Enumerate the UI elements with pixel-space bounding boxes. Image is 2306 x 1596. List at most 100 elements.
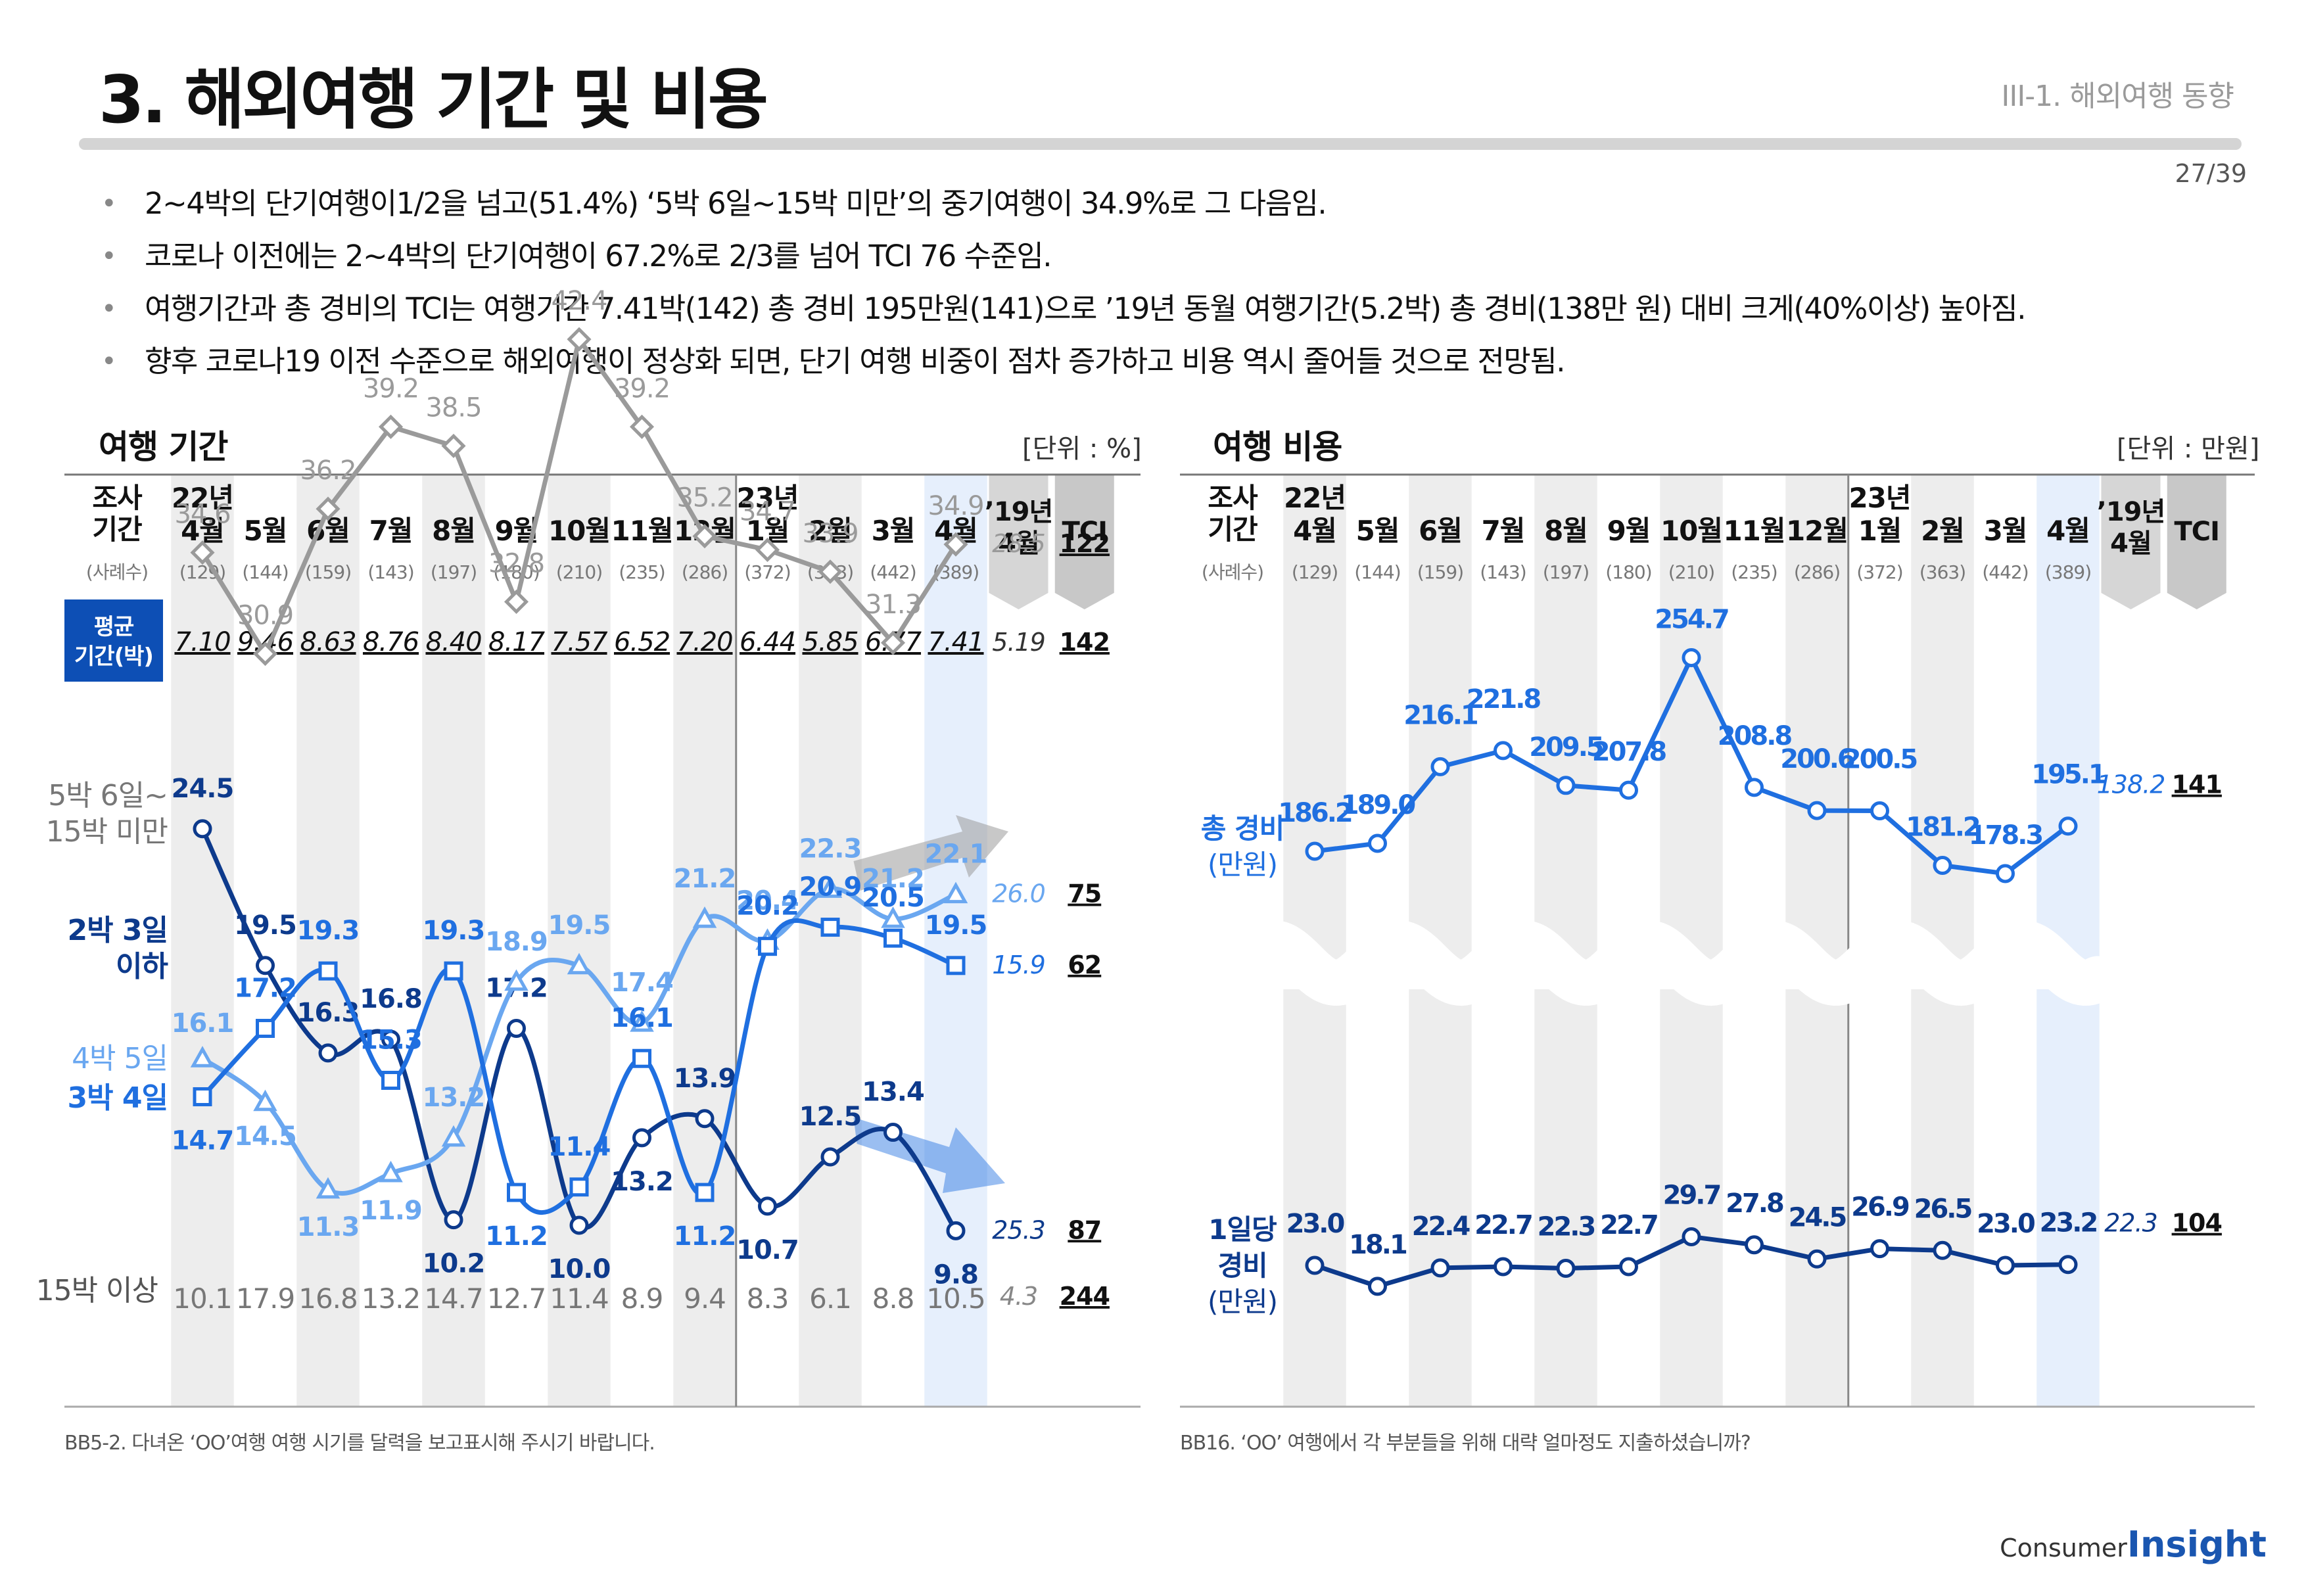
data-label: 16.1 [611,1003,673,1033]
data-label: 22.7 [1474,1210,1532,1240]
series-marker [1305,1256,1325,1275]
series-marker [507,1183,526,1202]
series-marker [378,414,404,439]
data-label: 24.5 [1789,1202,1847,1232]
data-label: 34.9 [928,491,983,521]
series-marker [632,1128,651,1148]
data-label: 27.8 [1726,1188,1783,1219]
data-label: 200.5 [1843,745,1918,775]
data-label: 14.5 [234,1121,296,1152]
sample-size-value: (143) [367,561,413,583]
series-marker [193,1087,212,1106]
data-label: 12.5 [799,1102,862,1132]
series-marker [1619,1257,1638,1277]
sample-size-value: (210) [556,561,602,583]
cost-panel-title: 여행 비용 [1213,428,1342,466]
series-marker [316,1177,341,1199]
trend-arrow-up [853,815,1008,891]
sample-size-value: (159) [305,561,351,583]
avg-duration-label: 평균 [94,614,134,640]
sample-size-value: (180) [1605,561,1651,583]
series-marker [630,1010,654,1032]
data-label: 23.2 [2040,1208,2097,1238]
data-label: 18.9 [485,927,548,957]
long-stay-label: 15박 이상 [36,1274,158,1307]
data-label: 32.8 [488,549,544,579]
series-marker [318,961,338,981]
series-marker [444,961,463,981]
bullet-item: 2~4박의 단기여행이1/2을 넘고(51.4%) ‘5박 6일~15박 미만’… [99,177,2025,230]
long-stay-value: 12.7 [487,1282,546,1315]
month-tick-label: 1월 [1858,515,1902,547]
sample-size-label: (사례수) [86,561,148,583]
data-label: 34.7 [740,496,795,527]
avg-duration-value: 8.40 [425,627,481,657]
series-marker [2058,1255,2078,1275]
bullet-item: 코로나 이전에는 2~4박의 단기여행이 67.2%로 2/3를 넘어 TCI … [99,230,2025,283]
data-label: 38.5 [425,392,481,423]
data-label: 21.2 [674,864,736,894]
series-marker [943,881,968,904]
data-label: 178.3 [1969,820,2042,851]
title-divider [79,138,2242,150]
series-marker [1996,1256,2015,1275]
data-label: 208.8 [1718,721,1792,751]
series-name-label: 이하 [116,950,168,983]
ref-header-label: ’19년 [985,497,1053,527]
data-label: 23.0 [1286,1209,1344,1239]
avg-duration-value: 5.85 [802,627,858,657]
series-marker [381,1029,400,1049]
long-stay-ref: 4.3 [1000,1282,1037,1311]
long-stay-value: 11.4 [550,1282,609,1315]
footnote-duration: BB5-2. 다녀온 ‘OO’여행 여행 시기를 달력을 보고표시해 주시기 바… [64,1432,655,1455]
data-label: 17.2 [234,973,296,1003]
duration-unit-label: [단위 : %] [1022,434,1142,464]
series-marker [2058,816,2078,836]
series-marker [1682,1227,1701,1246]
data-label: 36.2 [300,456,356,486]
sample-size-value: (235) [1731,561,1777,583]
data-label: 24.5 [172,774,234,804]
data-label: 209.5 [1529,732,1603,763]
ref-column-header [989,475,1048,609]
month-tick-label: 3월 [872,515,915,547]
duration-panel-title: 여행 기간 [99,428,228,466]
series-marker [256,1018,275,1038]
series-name-label: 경비 [1217,1250,1267,1282]
month-column-shade [171,475,234,1407]
data-label: 10.0 [548,1254,611,1284]
data-label: 31.3 [865,590,921,620]
sample-size-value: (286) [682,561,728,583]
month-column-shade [422,475,485,1407]
sample-size-value: (210) [1668,561,1714,583]
data-label: 22.3 [1538,1212,1595,1242]
avg-duration-tci: 142 [1060,628,1110,657]
series-marker [381,1071,400,1091]
axis-break-wave [1157,920,2121,1006]
footnote-cost: BB16. ‘OO’ 여행에서 각 부분들을 위해 대략 얼마정도 지출하셨습니… [1180,1432,1751,1455]
data-label: 19.3 [297,916,360,946]
data-label: 33.9 [802,519,858,549]
year-label: 22년 [172,482,233,514]
data-label: 30.9 [237,601,293,631]
series-marker [695,1109,715,1129]
series-marker [1996,864,2015,883]
series-name-label: 4박 5일 [72,1042,168,1075]
month-tick-label: 4월 [1293,515,1336,547]
series-marker [1870,1239,1889,1259]
series-marker [1556,1259,1576,1279]
data-label: 20.9 [799,872,862,903]
page-title: 3. 해외여행 기간 및 비용 [99,61,768,138]
series-marker [758,937,777,956]
series-marker [567,952,592,975]
data-label: 22.7 [1600,1210,1657,1240]
data-label: 17.4 [611,968,673,998]
series-marker [569,1177,589,1197]
data-label: 189.0 [1341,790,1415,820]
ref-column-header [2101,475,2161,609]
sample-size-value: (363) [1919,561,1965,583]
series-marker [1745,1235,1764,1255]
sample-size-value: (197) [1543,561,1589,583]
series-marker [883,1123,903,1142]
data-label: 207.8 [1592,737,1666,767]
